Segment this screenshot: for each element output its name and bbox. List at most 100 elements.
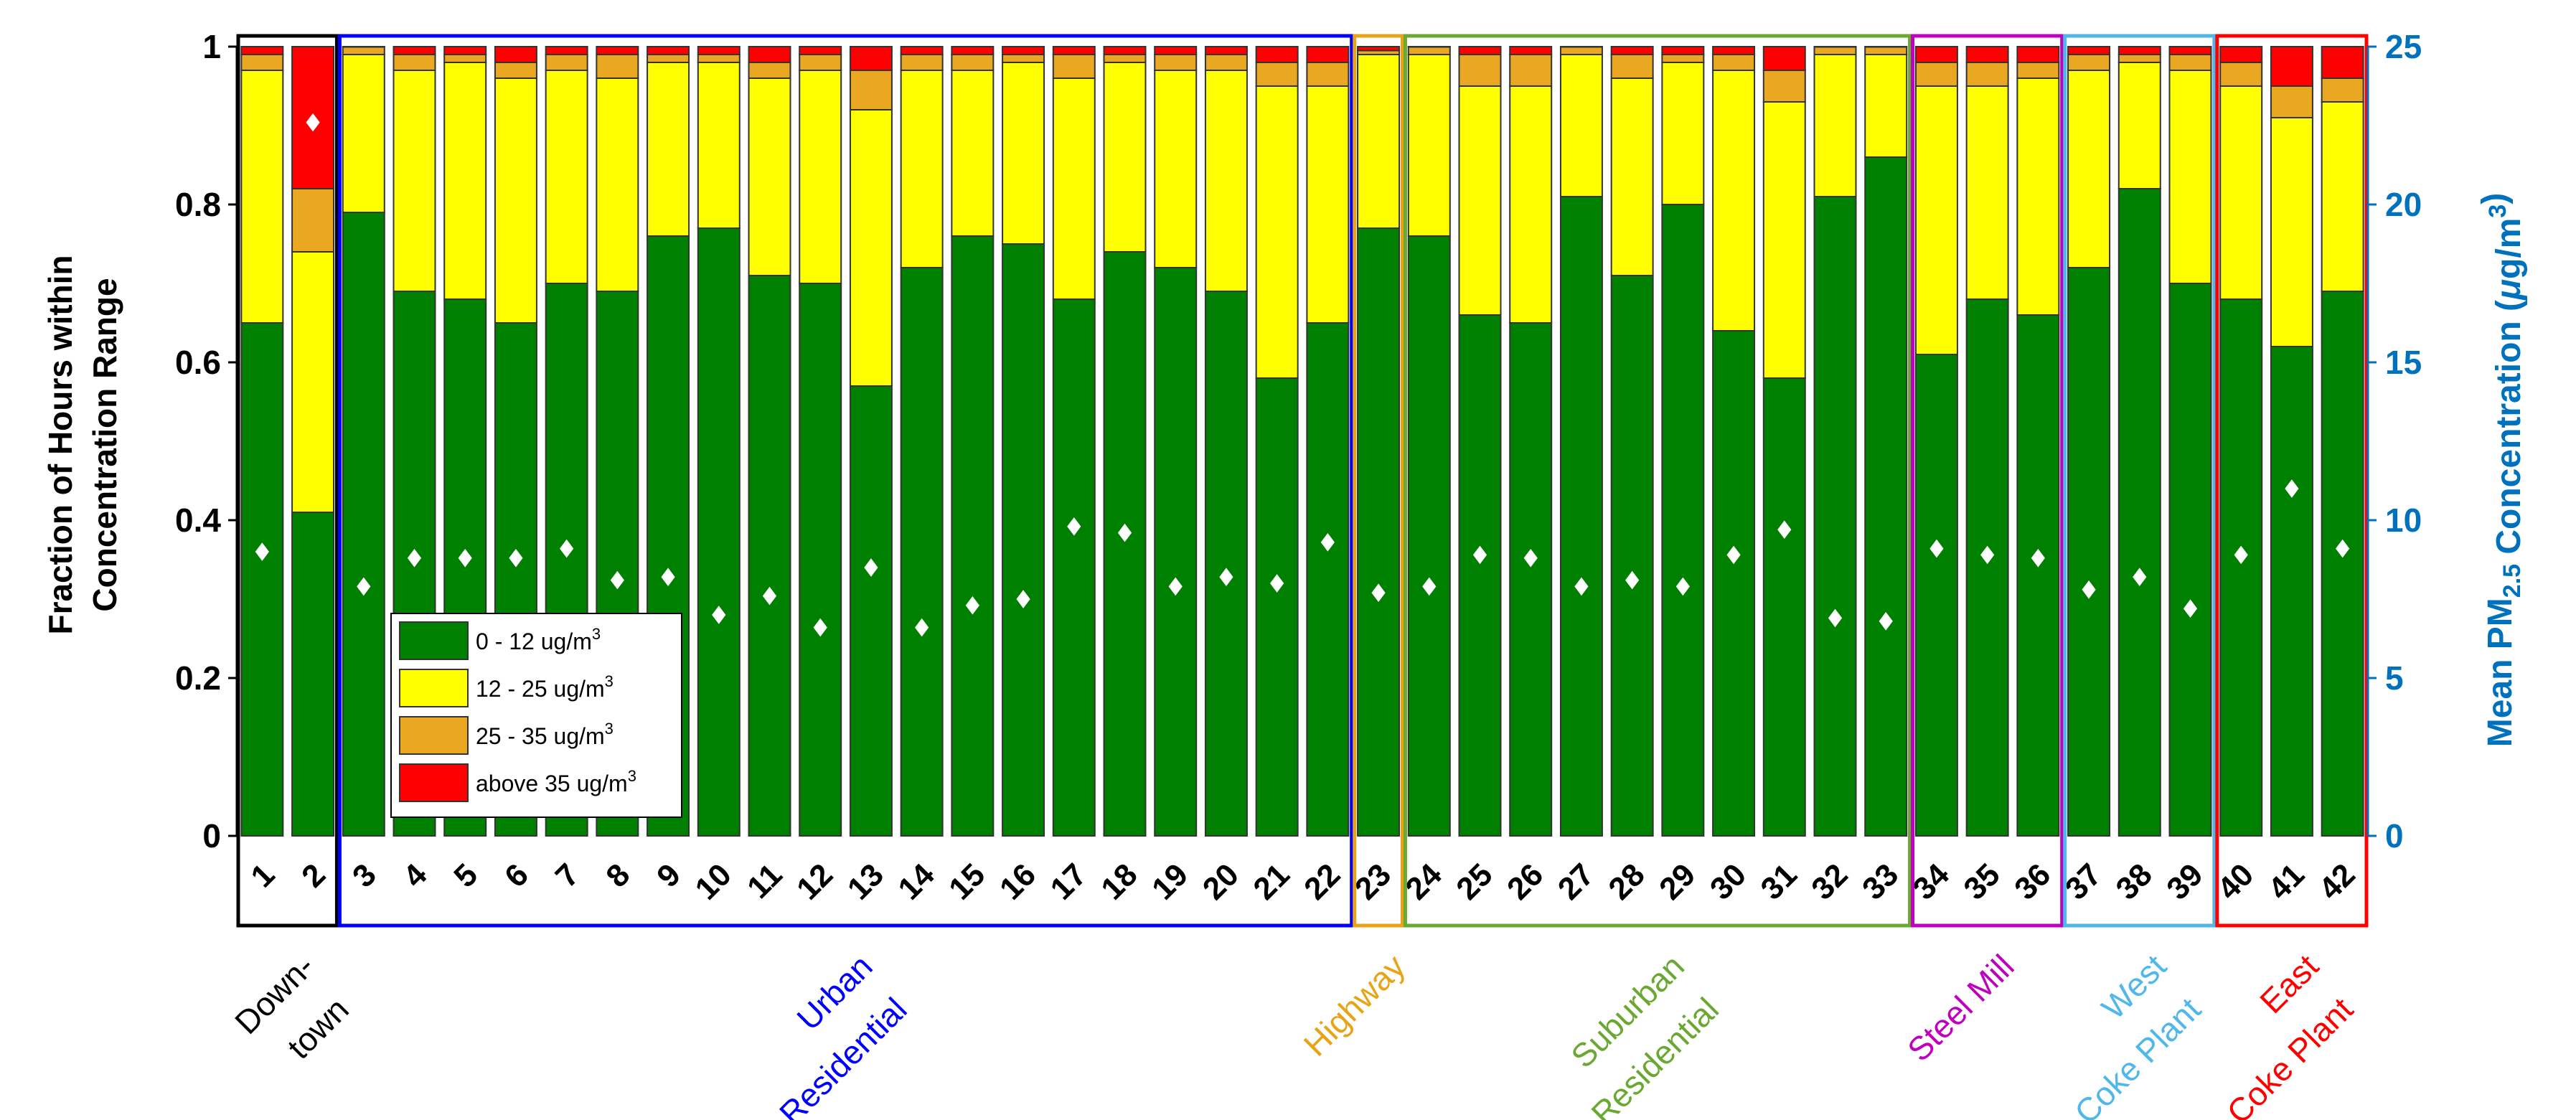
mean-pm25-marker-site-22 [1320,532,1335,552]
legend-label-4: above 35 ug/m3 [476,767,636,796]
legend-label-text: above 35 ug/m [476,771,628,796]
left-y-tick-label: 0.4 [175,502,221,539]
x-tick-label-6: 6 [498,857,535,894]
left-y-tick-label: 0.2 [175,659,221,697]
bar-segment-2 [545,70,588,284]
mean-pm25-marker-site-18 [1117,523,1132,542]
right-y-axis-label-suffix: Concentration ( [2490,300,2528,564]
bar-segment-3 [596,54,639,79]
mean-pm25-marker-site-6 [509,548,523,568]
bar-segment-3 [1864,46,1908,55]
bar-segment-1 [2016,314,2060,837]
bar-segment-1 [1610,275,1654,837]
group-box-5 [2063,34,2217,928]
bar-segment-3 [2117,54,2161,63]
legend-label-2: 12 - 25 ug/m3 [476,672,614,702]
legend-label-superscript: 3 [592,625,601,643]
x-tick-label-9: 9 [650,857,687,894]
bar-segment-3 [1306,62,1350,87]
bar-segment-2 [1509,85,1553,324]
bar-segment-4 [951,46,995,55]
bar-segment-3 [1965,62,2009,87]
bar-segment-4 [1357,46,1401,52]
mean-pm25-marker-site-4 [407,548,422,568]
bar-segment-3 [291,188,335,253]
bar-segment-1 [697,227,741,837]
bar-segment-2 [1052,77,1096,300]
bar-segment-4 [1306,46,1350,63]
bar-segment-4 [1103,46,1147,55]
bar-segment-1 [1661,204,1705,837]
bar-segment-4 [1154,46,1198,55]
x-tick-label-26: 26 [1500,857,1550,906]
right-y-tick-label: 15 [2385,344,2422,381]
x-tick-label-39: 39 [2160,857,2209,906]
bar-segment-2 [2321,101,2364,292]
group-box-3 [1403,34,1912,928]
bar-segment-1 [799,283,842,837]
legend-label-1: 0 - 12 ug/m3 [476,625,601,654]
bar-segment-2 [1255,85,1299,379]
bar-segment-1 [1052,298,1096,837]
bar-segment-1 [1458,314,1502,837]
bar-segment-2 [1407,54,1451,237]
bar-segment-2 [2117,62,2161,189]
mean-pm25-marker-site-15 [965,596,979,615]
x-tick-label-13: 13 [841,857,890,906]
bar-segment-3 [392,54,436,71]
x-tick-label-41: 41 [2262,857,2311,906]
bar-stack-site-10 [697,46,741,837]
bar-stack-site-1 [240,46,284,837]
bar-stack-site-15 [951,46,995,837]
bar-segment-4 [494,46,537,63]
bar-segment-1 [2168,283,2212,837]
legend-label-text: 12 - 25 ug/m [476,676,605,702]
mean-pm25-marker-site-7 [560,539,574,558]
bar-segment-3 [1458,54,1502,87]
mean-pm25-marker-site-16 [1016,590,1030,608]
bar-segment-1 [1813,196,1857,837]
bar-segment-3 [2321,77,2364,103]
group-label-line: Coke Plant [2219,990,2360,1120]
x-tick-label-33: 33 [1856,857,1905,906]
bar-segment-4 [2168,46,2212,55]
bar-stack-site-32 [1813,46,1857,837]
mean-pm25-marker-site-28 [1625,570,1640,590]
bar-segment-4 [2321,46,2364,79]
bar-segment-1 [1559,196,1603,837]
mean-pm25-marker-site-29 [1675,577,1690,596]
bar-segment-3 [647,54,690,63]
left-y-tick-label: 0 [202,817,221,855]
right-y-axis-label-mu: μ [2490,279,2528,301]
bar-segment-2 [1610,77,1654,276]
bar-segment-2 [1965,85,2009,300]
x-tick-label-16: 16 [993,857,1043,906]
x-tick-label-12: 12 [790,857,840,906]
bar-segment-2 [2219,85,2263,300]
bar-segment-1 [1255,377,1299,837]
mean-pm25-marker-site-39 [2183,599,2198,618]
mean-pm25-marker-site-9 [661,568,675,587]
group-label-0: Down-town [227,947,356,1065]
bar-segment-1 [1103,251,1147,837]
right-y-tick-label: 10 [2385,502,2422,539]
bar-segment-4 [849,46,893,71]
x-tick-label-10: 10 [689,857,738,906]
x-tick-label-27: 27 [1551,857,1601,906]
bar-stack-site-22 [1306,46,1350,837]
bar-segment-1 [1002,243,1045,837]
bar-segment-2 [849,109,893,387]
bar-segment-1 [1762,377,1806,837]
right-y-tick-label: 5 [2385,659,2404,697]
bar-segment-2 [342,54,385,213]
x-tick-label-28: 28 [1602,857,1651,906]
bar-segment-4 [1965,46,2009,63]
bar-segment-2 [1559,54,1603,197]
bar-segment-1 [1306,322,1350,837]
bar-segment-2 [1914,85,1958,355]
bar-segment-3 [342,46,385,55]
bar-segment-3 [799,54,842,71]
